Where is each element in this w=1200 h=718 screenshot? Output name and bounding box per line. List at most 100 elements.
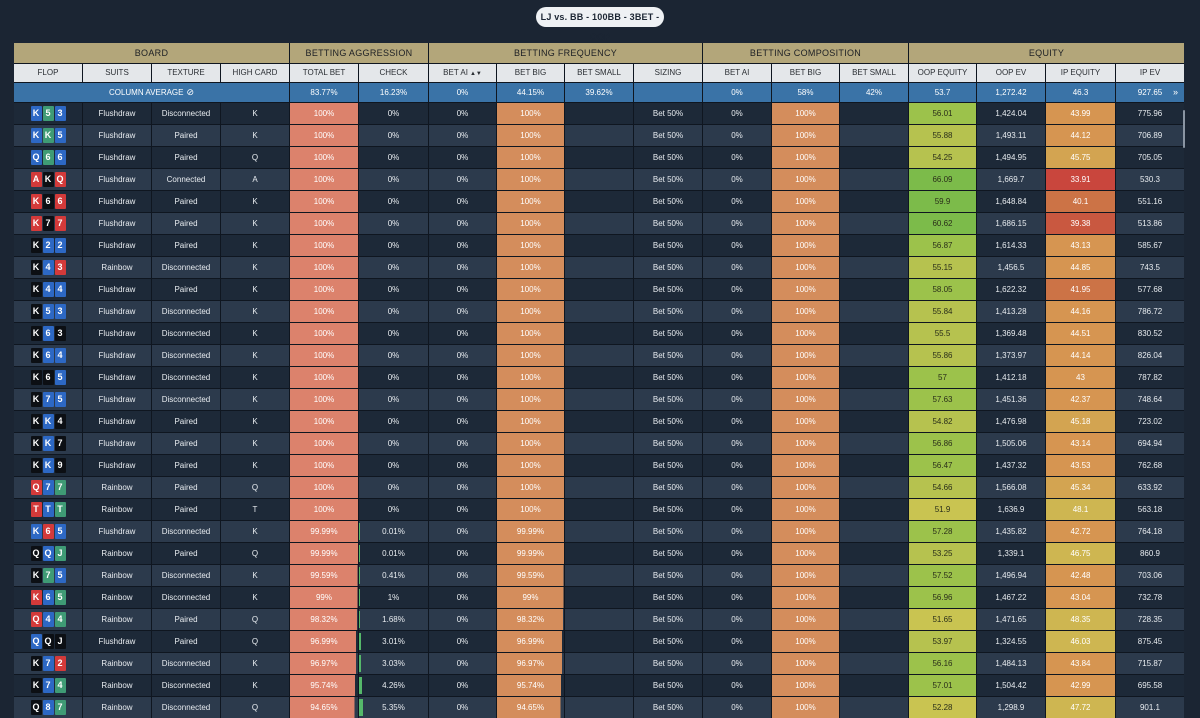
comp-bet-ai-cell: 0% (703, 477, 771, 498)
column-header[interactable]: OOP EQUITY (909, 64, 976, 82)
column-header[interactable]: BET AI (703, 64, 771, 82)
column-header[interactable]: IP EQUITY (1046, 64, 1115, 82)
column-header[interactable]: BET SMALL (565, 64, 633, 82)
oop-ev-cell: 1,412.18 (977, 367, 1045, 388)
check-frequency-bar (359, 523, 360, 540)
oop-ev-cell-value: 1,424.04 (995, 109, 1027, 118)
bet-small-cell (565, 587, 633, 608)
sort-arrows-icon[interactable]: ▲▼ (469, 71, 482, 77)
playing-card: 6 (42, 150, 54, 165)
ip-ev-cell-value: 762.68 (1137, 461, 1163, 470)
no-filter-icon[interactable]: ⊘ (186, 87, 195, 97)
scenario-title-pill[interactable]: LJ vs. BB - 100BB - 3BET - OOP (536, 7, 664, 42)
suits-cell: Rainbow (83, 675, 151, 696)
column-header[interactable]: SIZING (634, 64, 702, 82)
check-cell: 0.41% (359, 565, 428, 586)
column-header[interactable]: OOP EV (977, 64, 1045, 82)
sizing-cell: Bet 50% (634, 279, 702, 300)
ip-equity-cell: 45.18 (1046, 411, 1115, 432)
column-header[interactable]: TEXTURE (152, 64, 220, 82)
column-header[interactable]: BET BIG (497, 64, 564, 82)
column-header[interactable]: FLOP (14, 64, 82, 82)
double-chevron-right-icon[interactable]: » (1172, 87, 1178, 97)
column-header[interactable]: CHECK (359, 64, 428, 82)
suits-cell-value: Flushdraw (98, 307, 136, 316)
high-card-cell-value: K (252, 417, 258, 426)
oop-equity-cell-value: 53.97 (932, 637, 953, 646)
bet-big-cell-value: 100% (520, 373, 541, 382)
column-header[interactable]: BET SMALL (840, 64, 908, 82)
suits-cell-value: Flushdraw (98, 395, 136, 404)
sizing-cell-value: Bet 50% (652, 483, 684, 492)
bet-big-cell: 96.99% (497, 631, 564, 652)
bet-big-cell-value: 100% (520, 417, 541, 426)
ip-equity-cell: 42.99 (1046, 675, 1115, 696)
oop-ev-cell-value: 1,476.98 (995, 417, 1027, 426)
bet-ai-cell: 0% (429, 411, 496, 432)
texture-cell: Disconnected (152, 345, 220, 366)
high-card-cell: K (221, 653, 289, 674)
column-header[interactable]: BET BIG (772, 64, 839, 82)
oop-ev-cell: 1,369.48 (977, 323, 1045, 344)
column-header[interactable]: TOTAL BET (290, 64, 358, 82)
playing-card: 5 (54, 128, 66, 143)
comp-bet-ai-cell-value: 0% (731, 505, 743, 514)
sizing-cell: Bet 50% (634, 389, 702, 410)
check-cell-value: 0% (387, 307, 400, 316)
column-header[interactable]: HIGH CARD (221, 64, 289, 82)
bet-small-cell (565, 455, 633, 476)
column-header[interactable]: BET AI ▲▼ (429, 64, 496, 82)
comp-bet-big-cell: 100% (772, 257, 839, 278)
ip-equity-cell-value: 43.84 (1070, 659, 1091, 668)
playing-card: Q (54, 172, 66, 187)
texture-cell-value: Paired (174, 417, 198, 426)
vertical-scrollbar[interactable] (1183, 110, 1185, 148)
oop-ev-cell-value: 1,451.36 (995, 395, 1027, 404)
bet-small-cell (565, 147, 633, 168)
column-header-label: FLOP (37, 68, 59, 77)
bet-ai-cell: 0% (429, 499, 496, 520)
playing-card: Q (30, 700, 42, 715)
column-header[interactable]: IP EV (1116, 64, 1184, 82)
comp-bet-big-cell-value: 100% (795, 637, 816, 646)
bet-ai-cell-value: 0% (456, 417, 469, 426)
oop-equity-cell-value: 55.15 (932, 263, 953, 272)
playing-card: 2 (54, 238, 66, 253)
oop-equity-cell: 54.66 (909, 477, 976, 498)
oop-ev-cell-value: 1,467.22 (995, 593, 1027, 602)
bet-big-cell: 99.99% (497, 543, 564, 564)
column-header-label: TEXTURE (167, 68, 205, 77)
column-header[interactable]: SUITS (83, 64, 151, 82)
comp-bet-ai-cell: 0% (703, 389, 771, 410)
ip-equity-cell: 46.03 (1046, 631, 1115, 652)
check-cell: 0% (359, 169, 428, 190)
